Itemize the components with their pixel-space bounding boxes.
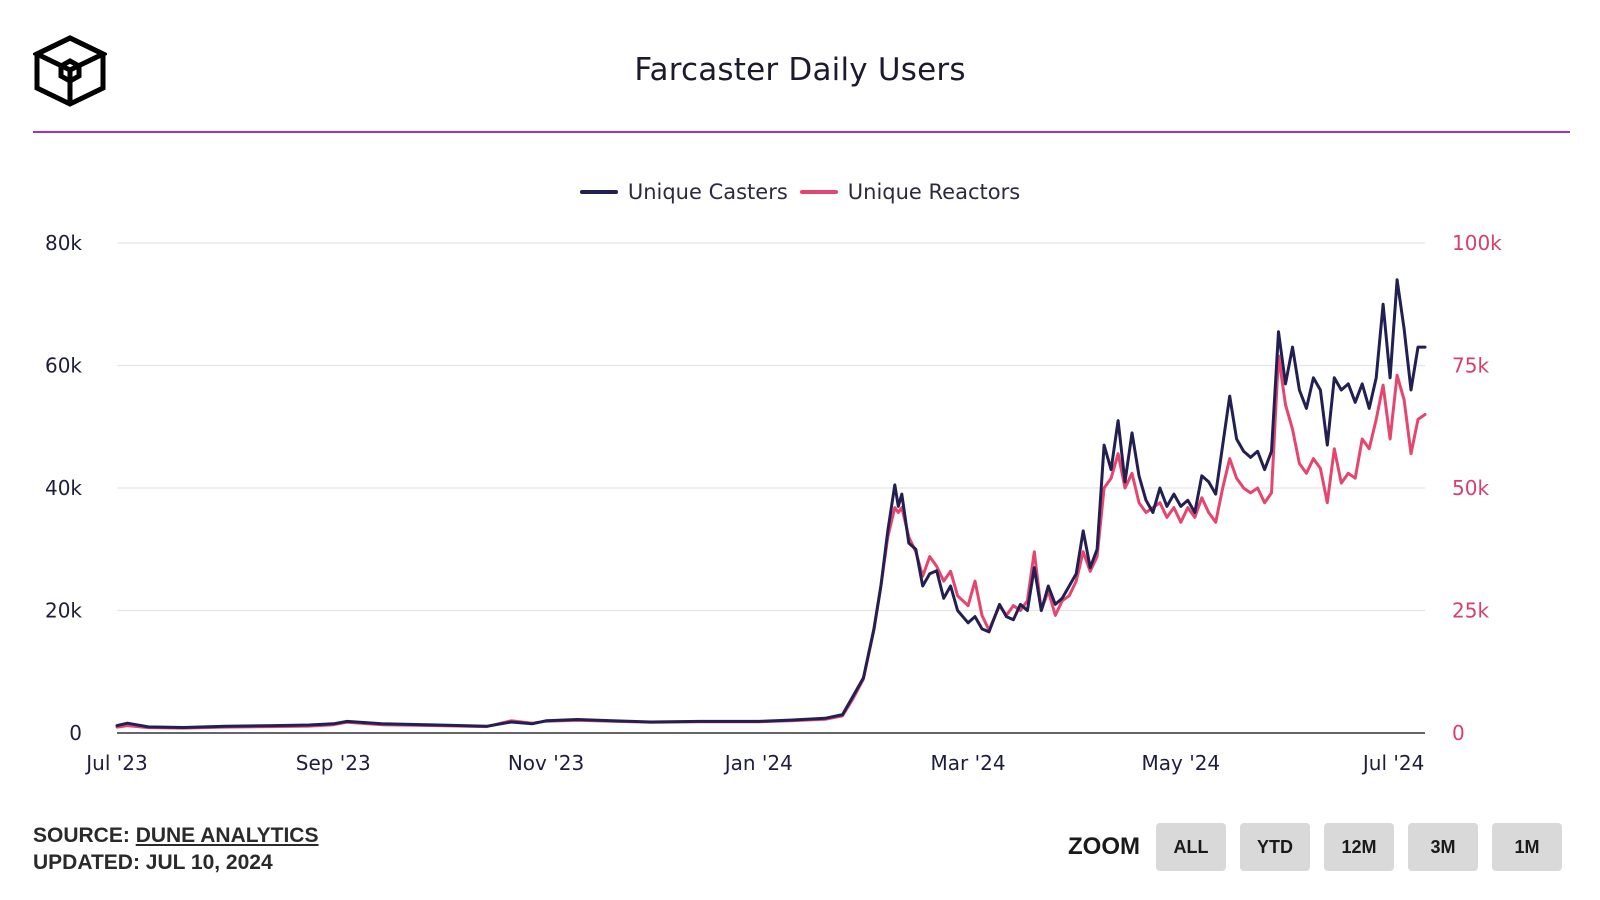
chart-footer: SOURCE: DUNE ANALYTICS UPDATED: JUL 10, … [33,822,318,876]
source-link[interactable]: DUNE ANALYTICS [135,824,319,847]
legend-label-casters: Unique Casters [627,180,788,204]
legend-label-reactors: Unique Reactors [847,180,1021,204]
legend-item-casters[interactable]: Unique Casters [579,180,788,204]
y-left-tick-label: 80k [45,231,82,255]
legend-swatch-casters [579,190,618,194]
zoom-all-button[interactable]: ALL [1156,823,1226,871]
legend-swatch-reactors [799,190,838,194]
x-tick-label: Nov '23 [508,751,584,775]
zoom-controls: ZOOM ALL YTD 12M 3M 1M [1068,823,1562,871]
zoom-ytd-button[interactable]: YTD [1240,823,1310,871]
x-tick-label: Sep '23 [296,751,371,775]
y-left-tick-label: 20k [45,599,82,623]
y-left-tick-label: 0 [69,721,82,745]
series-line-casters [115,278,1427,729]
source-prefix: SOURCE: [33,824,130,847]
chart-title: Farcaster Daily Users [634,52,966,88]
y-left-tick-label: 60k [45,354,82,378]
chart-header: Farcaster Daily Users [0,0,1600,133]
x-tick-label: Jan '24 [723,751,793,775]
y-right-tick-label: 100k [1452,231,1502,255]
x-tick-label: Mar '24 [931,751,1006,775]
x-tick-label: May '24 [1142,751,1221,775]
y-left-tick-label: 40k [45,476,82,500]
zoom-3m-button[interactable]: 3M [1408,823,1478,871]
x-tick-label: Jul '24 [1361,751,1424,775]
zoom-label: ZOOM [1068,833,1140,860]
y-right-tick-label: 25k [1452,599,1489,623]
legend-item-reactors[interactable]: Unique Reactors [799,180,1021,204]
zoom-12m-button[interactable]: 12M [1324,823,1394,871]
y-right-tick-label: 50k [1452,476,1489,500]
line-chart: 0 0 20k 25k 40k 50k 60k 75k 80k 100k Jul '23 Sep '2… [45,231,1502,775]
chart-legend: Unique Casters Unique Reactors [0,180,1600,204]
source-line: SOURCE: DUNE ANALYTICS [33,822,318,849]
zoom-1m-button[interactable]: 1M [1492,823,1562,871]
y-right-tick-label: 0 [1452,721,1465,745]
x-tick-label: Jul '23 [84,751,147,775]
header-divider [33,131,1570,133]
cube-logo-icon [33,35,107,107]
y-right-tick-label: 75k [1452,354,1489,378]
updated-date: UPDATED: JUL 10, 2024 [33,851,273,874]
